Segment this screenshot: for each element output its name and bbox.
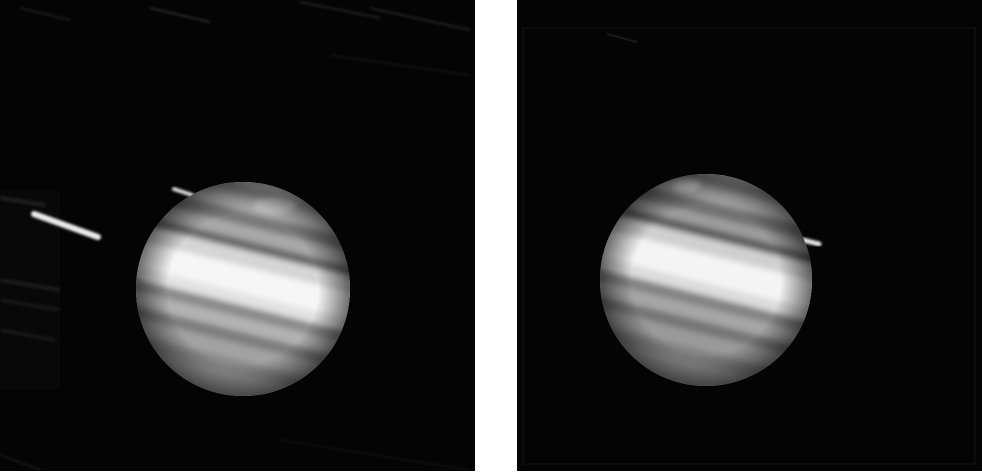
left-image-panel [0, 0, 475, 471]
frame-artifact [522, 27, 976, 465]
moon-top [172, 187, 194, 197]
edge-artifact [0, 190, 61, 390]
sky-streaks [0, 1, 471, 471]
planet [600, 174, 812, 386]
moon-left [31, 211, 101, 240]
right-planet-image [522, 27, 976, 465]
planet [136, 182, 350, 396]
left-planet-image [0, 1, 471, 471]
right-image-panel [517, 0, 982, 471]
